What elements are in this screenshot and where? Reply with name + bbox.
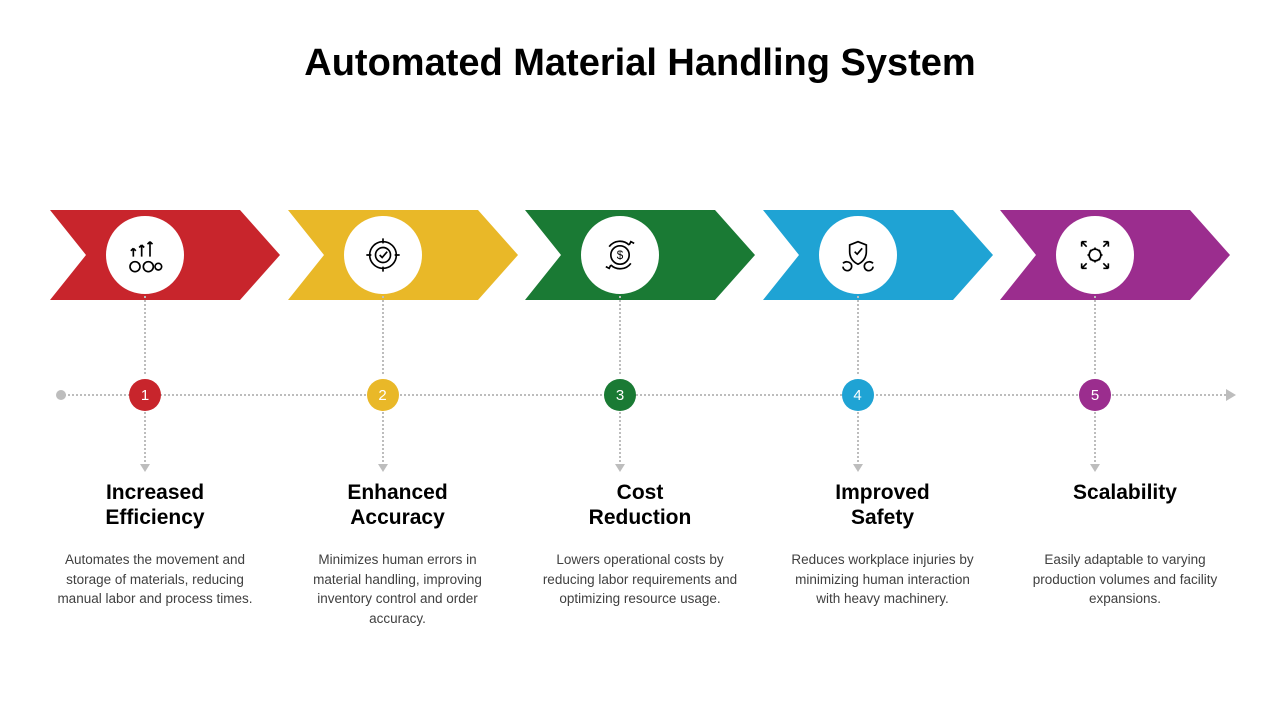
step-desc-1: Automates the movement and storage of ma… — [50, 550, 260, 609]
connector-top-1 — [144, 296, 146, 374]
text-block-3: Cost Reduction Lowers operational costs b… — [535, 480, 745, 628]
step-desc-2: Minimizes human errors in material handl… — [293, 550, 503, 628]
arrow-row: $ — [50, 200, 1230, 310]
connector-bottom-3 — [619, 412, 621, 466]
step-desc-3: Lowers operational costs by reducing lab… — [535, 550, 745, 609]
page-title: Automated Material Handling System — [0, 42, 1280, 85]
arrow-step-3: $ — [525, 210, 755, 300]
step-heading-5: Scalability — [1020, 480, 1230, 532]
step-desc-5: Easily adaptable to varying production v… — [1020, 550, 1230, 609]
svg-text:$: $ — [617, 249, 624, 262]
step-heading-1: Increased Efficiency — [50, 480, 260, 532]
arrow-step-4 — [763, 210, 993, 300]
step-number-4: 4 — [842, 379, 874, 411]
text-row: Increased Efficiency Automates the moveme… — [50, 480, 1230, 628]
connector-top-2 — [382, 296, 384, 374]
connector-top-4 — [857, 296, 859, 374]
step-heading-3: Cost Reduction — [535, 480, 745, 532]
arrow-step-2 — [288, 210, 518, 300]
connector-bottom-1 — [144, 412, 146, 466]
connector-arrowhead-5 — [1090, 464, 1100, 472]
step-number-5: 5 — [1079, 379, 1111, 411]
safety-icon — [817, 214, 899, 296]
text-block-1: Increased Efficiency Automates the moveme… — [50, 480, 260, 628]
text-block-2: Enhanced Accuracy Minimizes human errors … — [293, 480, 503, 628]
connector-bottom-4 — [857, 412, 859, 466]
cost-icon: $ — [579, 214, 661, 296]
step-desc-4: Reduces workplace injuries by minimizing… — [778, 550, 988, 609]
step-heading-2: Enhanced Accuracy — [293, 480, 503, 532]
step-number-3: 3 — [604, 379, 636, 411]
timeline-line — [60, 394, 1230, 396]
timeline-end-arrow — [1226, 389, 1236, 401]
step-number-2: 2 — [367, 379, 399, 411]
connector-top-3 — [619, 296, 621, 374]
timeline-start-dot — [56, 390, 66, 400]
text-block-4: Improved Safety Reduces workplace injurie… — [778, 480, 988, 628]
connector-bottom-2 — [382, 412, 384, 466]
timeline: 1 2 3 4 5 — [60, 380, 1230, 410]
step-number-1: 1 — [129, 379, 161, 411]
connector-arrowhead-3 — [615, 464, 625, 472]
step-heading-4: Improved Safety — [778, 480, 988, 532]
connector-top-5 — [1094, 296, 1096, 374]
connector-arrowhead-2 — [378, 464, 388, 472]
connector-arrowhead-1 — [140, 464, 150, 472]
scalability-icon — [1054, 214, 1136, 296]
target-icon — [342, 214, 424, 296]
text-block-5: Scalability Easily adaptable to varying p… — [1020, 480, 1230, 628]
arrow-step-5 — [1000, 210, 1230, 300]
arrow-step-1 — [50, 210, 280, 300]
efficiency-icon — [104, 214, 186, 296]
connector-arrowhead-4 — [853, 464, 863, 472]
connector-bottom-5 — [1094, 412, 1096, 466]
